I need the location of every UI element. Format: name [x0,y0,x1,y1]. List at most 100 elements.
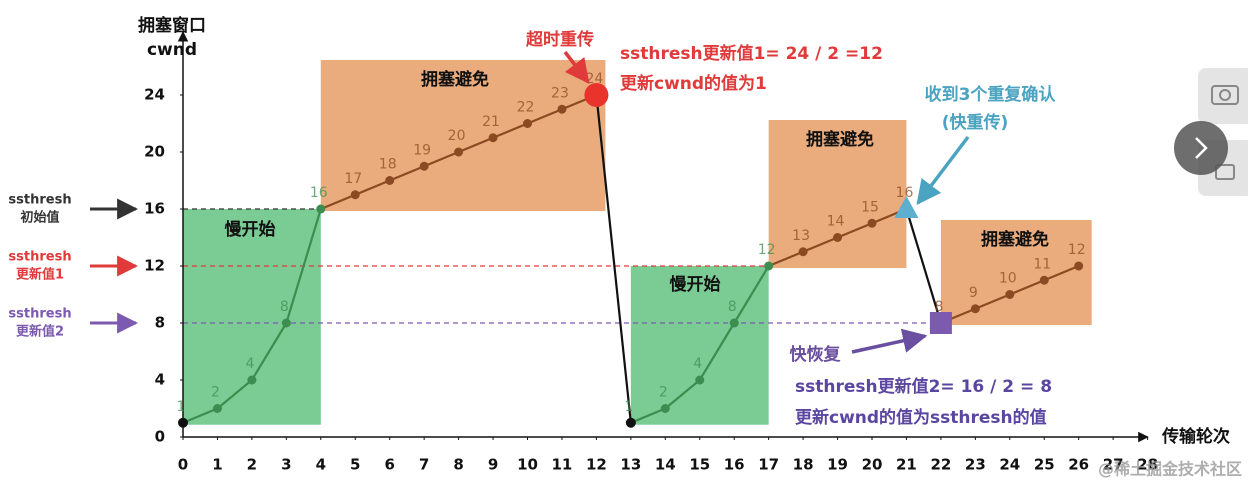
threshold-label: ssthresh [8,307,71,322]
x-tick-label: 4 [316,456,326,474]
threshold-label: ssthresh [8,250,71,265]
y-tick-label: 20 [144,143,165,161]
y-axis-title: 拥塞窗口 [138,15,206,36]
phase-label: 拥塞避免 [981,229,1049,250]
y-tick-label: 8 [155,314,165,332]
phase-label: 拥塞避免 [421,69,489,90]
cwnd-line-segment [216,379,253,410]
cwnd-point [454,147,464,157]
cwnd-line-segment [527,108,563,125]
cwnd-line-segment [698,322,736,381]
watermark: @稀土掘金技术社区 [1098,460,1242,479]
x-tick-label: 23 [965,456,986,474]
x-tick-label: 21 [896,456,917,474]
annotation: ssthresh更新值1= 24 / 2 =12 [620,43,883,64]
point-label: 12 [758,242,776,258]
cwnd-line-segment [354,179,391,196]
cwnd-line-segment [250,322,288,381]
y-tick-label: 4 [155,371,165,389]
cwnd-point [867,218,877,228]
cwnd-point [1039,275,1049,285]
x-tick-label: 25 [1034,456,1055,474]
cwnd-point [281,318,291,328]
threshold-label: 更新值1 [16,267,64,283]
cwnd-point [385,176,395,185]
phase-label: 拥塞避免 [806,129,874,150]
phase-label: 慢开始 [670,274,721,295]
phase-box [183,209,321,425]
cwnd-line-segment [802,236,838,253]
point-label: 10 [999,271,1017,287]
point-label: 20 [448,128,466,144]
point-label: 18 [379,157,397,173]
point-label: 16 [310,185,328,201]
cwnd-point [729,318,739,328]
x-tick-label: 5 [350,456,360,474]
cwnd-line-segment [389,165,425,182]
x-tick-label: 3 [281,456,291,474]
point-label: 2 [659,385,668,401]
cwnd-line-segment [492,122,528,139]
point-label: 2 [211,385,220,401]
x-tick-label: 18 [793,456,814,474]
annotation: 超时重传 [526,29,594,50]
timeout-marker [584,83,609,107]
cwnd-point [764,261,774,271]
fast-recovery-marker [929,312,952,334]
point-label: 14 [827,214,845,230]
point-label: 8 [934,299,943,315]
annotation: (快重传) [942,112,1009,133]
cwnd-line-segment [1009,279,1045,296]
point-label: 11 [1033,256,1051,272]
point-label: 12 [1068,242,1086,258]
cwnd-line-segment [320,193,356,211]
point-label: 23 [551,85,569,101]
cwnd-line-segment [285,208,322,324]
phase-box [320,60,606,211]
x-tick-label: 28 [1137,456,1158,474]
x-tick-label: 0 [178,456,188,474]
start-dot [625,417,636,428]
next-button[interactable] [1174,121,1228,175]
cwnd-line-segment [664,379,701,410]
x-tick-label: 11 [552,456,573,474]
x-tick-label: 8 [453,456,463,474]
cwnd-point [247,375,257,385]
point-label: 8 [728,299,737,315]
cwnd-point [212,404,222,413]
x-tick-label: 26 [1068,456,1089,474]
camera-icon [1211,85,1239,105]
annotation: 更新cwnd的值为ssthresh的值 [795,407,1047,428]
cwnd-line-segment [423,150,460,168]
cwnd-line-segment [768,250,804,268]
point-label: 13 [792,228,810,244]
annotation-arrow [563,50,590,84]
x-tick-label: 7 [419,456,429,474]
point-label: 19 [413,142,431,158]
x-tick-label: 22 [930,456,951,474]
screenshot-button[interactable] [1198,68,1248,124]
cwnd-point [316,204,326,214]
annotation: ssthresh更新值2= 16 / 2 = 8 [795,376,1052,397]
x-tick-label: 9 [488,456,498,474]
start-dot [178,417,188,428]
cwnd-point [695,375,705,385]
point-label: 21 [482,114,500,130]
cwnd-point [660,404,670,413]
cwnd-line-segment [630,407,666,424]
threshold-label: ssthresh [8,193,71,208]
point-label: 17 [344,171,362,187]
x-tick-label: 20 [862,456,883,474]
y-tick-label: 12 [144,257,165,275]
x-tick-label: 6 [384,456,394,474]
y-tick-label: 0 [155,428,165,446]
x-tick-label: 12 [586,456,607,474]
annotation-arrow [851,328,928,354]
point-label: 15 [861,199,879,215]
cwnd-point [798,247,808,257]
threshold-label: 更新值2 [16,324,64,340]
annotation: 更新cwnd的值为1 [620,73,767,94]
annotation: 收到3个重复确认 [925,84,1057,105]
x-tick-label: 16 [724,456,745,474]
